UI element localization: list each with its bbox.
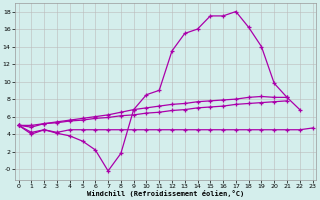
X-axis label: Windchill (Refroidissement éolien,°C): Windchill (Refroidissement éolien,°C) [87,190,244,197]
